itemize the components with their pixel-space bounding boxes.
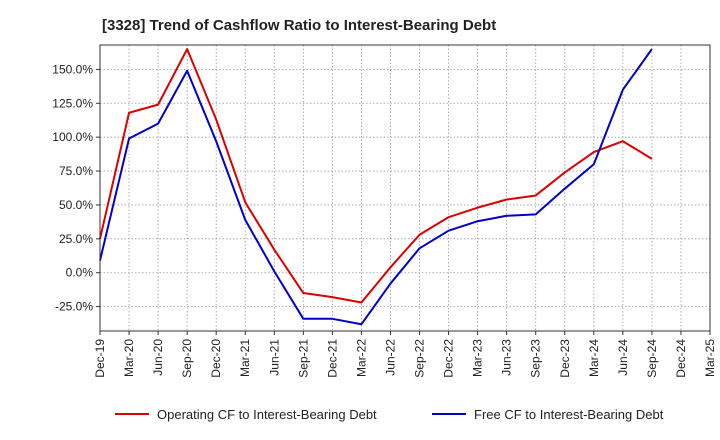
x-tick-label: Dec-24	[674, 339, 688, 378]
legend-label-1: Operating CF to Interest-Bearing Debt	[157, 407, 377, 422]
x-tick-label: Mar-20	[122, 339, 136, 377]
chart-title: [3328] Trend of Cashflow Ratio to Intere…	[102, 17, 496, 34]
x-tick-label: Sep-24	[645, 339, 659, 378]
x-tick-label: Mar-24	[587, 339, 601, 377]
plot-frame	[99, 44, 711, 332]
x-tick-label: Mar-25	[703, 339, 717, 377]
x-tick-label: Mar-23	[471, 339, 485, 377]
x-tick-label: Jun-24	[616, 339, 630, 376]
legend-label-2: Free CF to Interest-Bearing Debt	[474, 407, 664, 422]
y-tick-label: 50.0%	[59, 198, 93, 212]
x-tick-label: Sep-23	[529, 339, 543, 378]
x-tick-label: Sep-22	[413, 339, 427, 378]
y-tick-label: 75.0%	[59, 164, 93, 178]
x-axis: Dec-19 Mar-20 Jun-20 Sep-20 Dec-20 Mar-21 Jun-…	[93, 331, 717, 378]
x-tick-label: Sep-21	[296, 339, 310, 378]
x-tick-label: Mar-21	[238, 339, 252, 377]
x-tick-label: Dec-20	[209, 339, 223, 378]
grid	[100, 45, 710, 331]
y-tick-label: 0.0%	[66, 266, 94, 280]
y-tick-label: 100.0%	[52, 130, 93, 144]
legend: Operating CF to Interest-Bearing Debt Fre…	[115, 407, 664, 422]
y-tick-label: 125.0%	[52, 96, 93, 110]
x-tick-label: Dec-22	[442, 339, 456, 378]
x-tick-label: Dec-19	[93, 339, 107, 378]
series-line-2	[99, 48, 653, 326]
x-tick-label: Sep-20	[180, 339, 194, 378]
series-line-1	[99, 48, 653, 304]
y-tick-label: -25.0%	[55, 300, 93, 314]
x-tick-label: Jun-20	[151, 339, 165, 376]
x-tick-label: Jun-21	[267, 339, 281, 376]
y-axis: -25.0% 0.0% 25.0% 50.0% 75.0% 100.0% 125.0% 150…	[52, 62, 100, 314]
y-tick-label: 25.0%	[59, 232, 93, 246]
series-lines	[99, 48, 653, 326]
x-tick-label: Jun-23	[500, 339, 514, 376]
y-tick-label: 150.0%	[52, 62, 93, 76]
x-tick-label: Jun-22	[383, 339, 397, 376]
x-tick-label: Dec-23	[558, 339, 572, 378]
x-tick-label: Mar-22	[354, 339, 368, 377]
x-tick-label: Dec-21	[325, 339, 339, 378]
